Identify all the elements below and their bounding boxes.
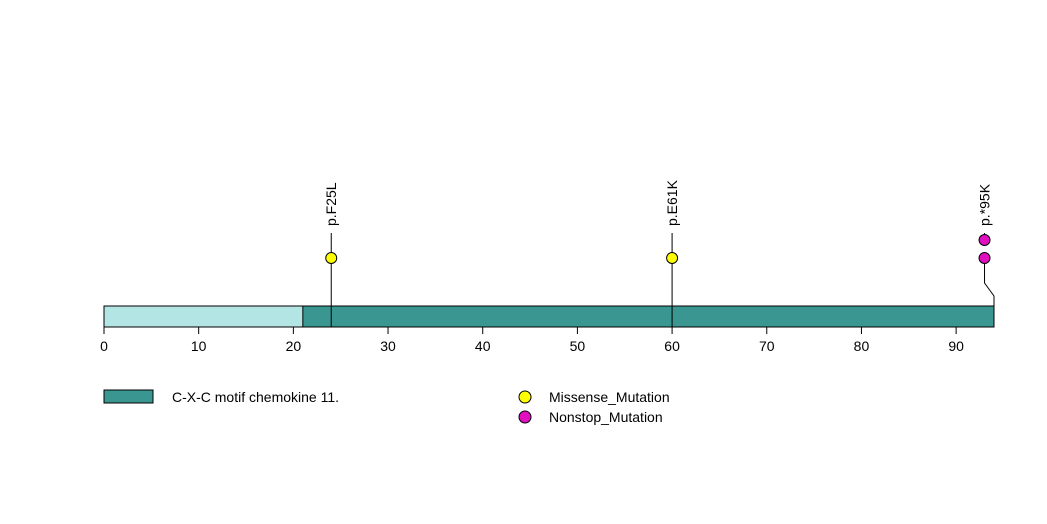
- legend-mutation-label-1: Nonstop_Mutation: [549, 409, 663, 425]
- x-tick-label-10: 10: [191, 338, 207, 354]
- mutation-label-0: p.F25L: [323, 182, 339, 226]
- x-tick-label-30: 30: [380, 338, 396, 354]
- mutation-labels: p.F25L p.E61K p.*95K: [323, 179, 992, 226]
- mutation-stem-2: [984, 258, 995, 306]
- x-tick-label-20: 20: [286, 338, 302, 354]
- x-tick-label-0: 0: [100, 338, 108, 354]
- x-tick-label-40: 40: [475, 338, 491, 354]
- mutation-label-2: p.*95K: [977, 183, 993, 226]
- mutation-point-2-0: [978, 252, 991, 264]
- mutation-points: [325, 234, 991, 264]
- legend-mutation-label-0: Missense_Mutation: [549, 389, 670, 405]
- x-tick-label-90: 90: [948, 338, 964, 354]
- mutation-point-0-0: [325, 252, 338, 264]
- mutation-label-1: p.E61K: [664, 179, 680, 226]
- legend-domain-swatch-0: [103, 389, 154, 404]
- x-axis: 0 10 20 30 40 50 60 70 80 90: [100, 326, 964, 354]
- x-tick-label-50: 50: [570, 338, 586, 354]
- legend-mutation-marker-1: [518, 410, 532, 424]
- legend-mutation-marker-0: [518, 390, 532, 404]
- x-tick-label-70: 70: [759, 338, 775, 354]
- mutation-point-2-1: [978, 234, 991, 246]
- legend: C-X-C motif chemokine 11. Missense_Mutati…: [103, 389, 670, 425]
- mutation-stems: [330, 233, 995, 327]
- x-tick-label-80: 80: [854, 338, 870, 354]
- x-tick-label-60: 60: [664, 338, 680, 354]
- mutation-point-1-0: [666, 252, 679, 264]
- domain-bar-0: [302, 305, 995, 328]
- domain-group: [302, 305, 995, 328]
- legend-domain-label-0: C-X-C motif chemokine 11.: [172, 389, 339, 405]
